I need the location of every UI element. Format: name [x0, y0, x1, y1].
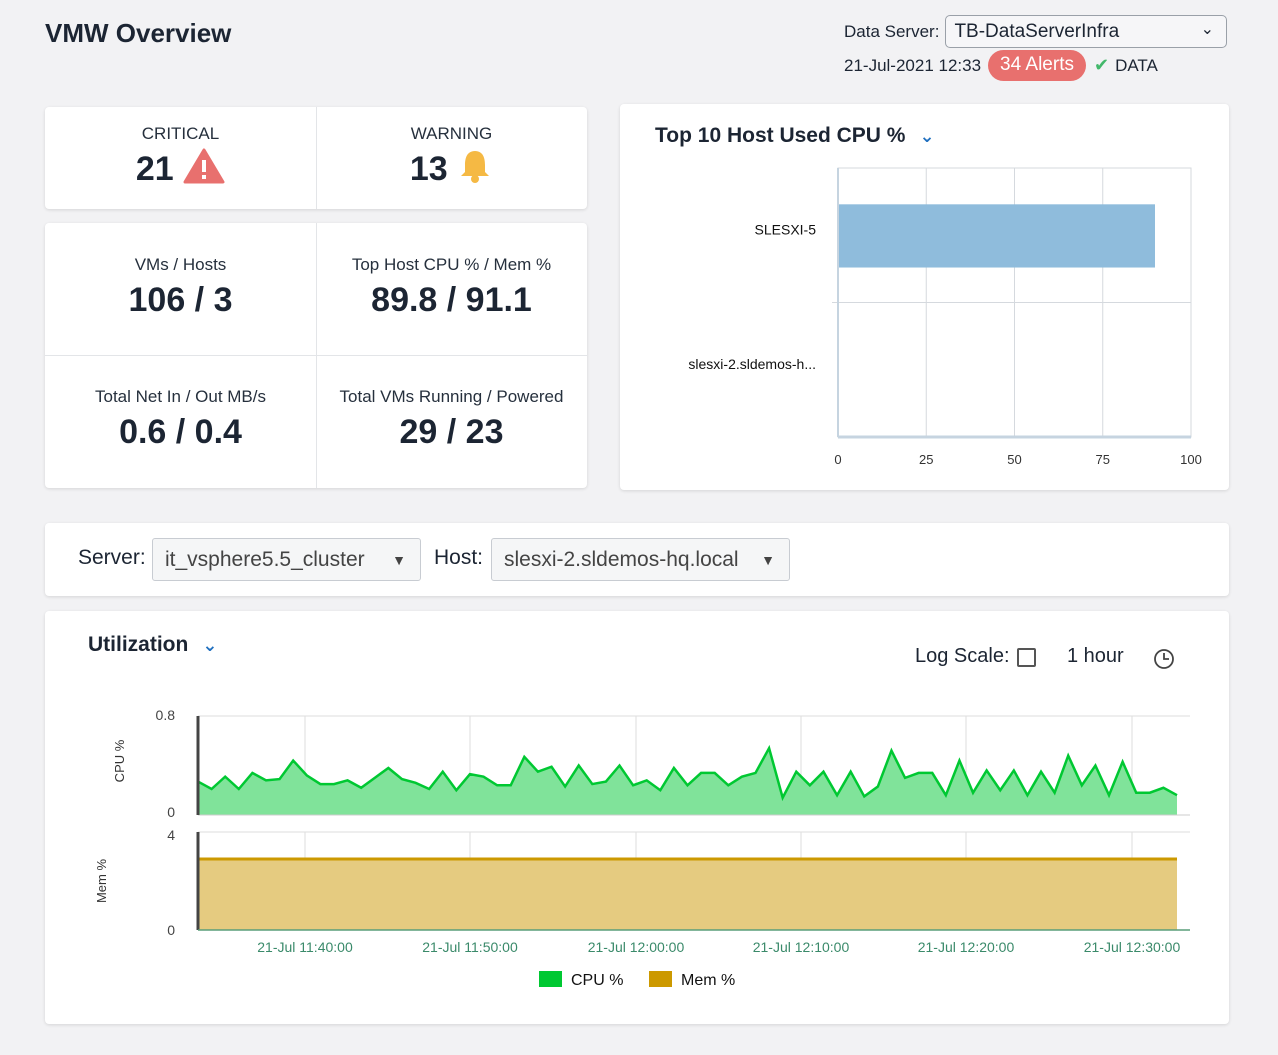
cpu-area: [198, 748, 1177, 815]
x-tick-label: 50: [1007, 452, 1021, 467]
data-server-row: Data Server: TB-DataServerInfra ⌄: [844, 15, 1227, 48]
critical-count: 21: [135, 150, 174, 188]
kpi-value: 106 / 3: [128, 281, 233, 319]
host-value: slesxi-2.sldemos-hq.local: [504, 548, 739, 571]
log-scale-checkbox[interactable]: [1017, 648, 1036, 667]
top-cpu-title-row[interactable]: Top 10 Host Used CPU % ⌄: [655, 124, 935, 148]
critical-label: CRITICAL: [141, 124, 220, 143]
y-axis-label: CPU %: [112, 739, 127, 782]
utilization-card: Utilization ⌄ Log Scale: 1 hour 0.8 0 CPU %…: [45, 611, 1229, 1024]
kpi-label: Total VMs Running / Powered: [339, 387, 564, 406]
clock-icon[interactable]: [1153, 648, 1175, 670]
top-cpu-bar-chart: 0 25 50 75 100 SLESXI-5 slesxi-2.sldemos-h...: [688, 167, 1202, 467]
data-status: DATA: [1115, 55, 1158, 75]
kpi-label: VMs / Hosts: [134, 255, 227, 274]
data-server-select[interactable]: TB-DataServerInfra ⌄: [945, 15, 1227, 48]
top-cpu-title: Top 10 Host Used CPU %: [655, 124, 906, 147]
kpi-vms-running-powered: Total VMs Running / Powered 29 / 23: [316, 387, 587, 452]
caret-down-icon: ▼: [392, 552, 406, 568]
time-range[interactable]: 1 hour: [1067, 645, 1124, 667]
category-label: SLESXI-5: [755, 221, 817, 237]
bar: [838, 204, 1155, 268]
warning-count: 13: [409, 150, 448, 188]
status-card: CRITICAL 21 WARNING 13: [45, 107, 587, 209]
y-tick-label: 0.8: [156, 707, 176, 723]
kpi-value: 29 / 23: [399, 413, 504, 451]
check-icon: ✔: [1093, 55, 1110, 75]
kpi-card: VMs / Hosts 106 / 3 Top Host CPU % / Mem …: [45, 223, 587, 488]
warning-triangle-icon: [183, 148, 225, 184]
x-tick-label: 21-Jul 12:20:00: [918, 939, 1015, 955]
caret-down-icon: ▼: [761, 552, 775, 568]
x-tick-label: 21-Jul 12:00:00: [588, 939, 685, 955]
server-value: it_vsphere5.5_cluster: [165, 548, 365, 571]
chevron-down-icon: ⌄: [202, 635, 218, 655]
category-label: slesxi-2.sldemos-h...: [688, 356, 816, 372]
bell-icon: [461, 151, 490, 183]
x-tick-label: 21-Jul 12:30:00: [1084, 939, 1181, 955]
kpi-vms-hosts: VMs / Hosts 106 / 3: [45, 255, 316, 320]
timestamp: 21-Jul-2021 12:33: [844, 55, 982, 75]
utilization-chart: 0.8 0 CPU % 4 0 Mem % 21-Jul 11:40:00 21-Jul 11…: [94, 707, 1190, 989]
x-tick-label: 21-Jul 12:10:00: [753, 939, 850, 955]
critical-cell[interactable]: CRITICAL 21: [45, 124, 316, 189]
y-tick-label: 0: [167, 922, 175, 938]
warning-cell[interactable]: WARNING 13: [316, 124, 587, 189]
header-controls: Data Server: TB-DataServerInfra ⌄ 21-Jul-…: [844, 15, 1227, 81]
page-title: VMW Overview: [45, 18, 232, 48]
top-cpu-card: Top 10 Host Used CPU % ⌄ 0 25 50 75 100 SLESXI…: [620, 104, 1229, 490]
utilization-title: Utilization: [88, 633, 189, 656]
cpu-line: [197, 744, 1178, 802]
y-tick-label: 0: [167, 804, 175, 820]
kpi-value: 0.6 / 0.4: [119, 413, 242, 451]
server-label: Server:: [78, 546, 146, 569]
legend-label: CPU %: [571, 972, 623, 989]
x-tick-label: 21-Jul 11:40:00: [257, 939, 353, 955]
mem-area: [198, 858, 1177, 930]
x-tick-label: 25: [919, 452, 933, 467]
chevron-down-icon: ⌄: [1200, 21, 1214, 38]
status-row: 21-Jul-2021 12:33 34 Alerts ✔ DATA: [844, 50, 1227, 81]
kpi-top-host-cpu-mem: Top Host CPU % / Mem % 89.8 / 91.1: [316, 255, 587, 320]
log-scale-label: Log Scale:: [915, 645, 1010, 667]
kpi-label: Total Net In / Out MB/s: [94, 387, 266, 406]
host-select[interactable]: slesxi-2.sldemos-hq.local ▼: [491, 538, 790, 581]
legend-label: Mem %: [681, 972, 735, 989]
x-tick-label: 0: [834, 452, 841, 467]
alerts-badge[interactable]: 34 Alerts: [988, 50, 1086, 81]
kpi-label: Top Host CPU % / Mem %: [351, 255, 552, 274]
warning-label: WARNING: [410, 124, 493, 143]
y-tick-label: 4: [167, 827, 175, 843]
y-axis-label: Mem %: [94, 859, 109, 904]
kpi-net-in-out: Total Net In / Out MB/s 0.6 / 0.4: [45, 387, 316, 452]
kpi-value: 89.8 / 91.1: [371, 281, 532, 319]
data-server-label: Data Server:: [844, 21, 940, 41]
x-tick-label: 100: [1180, 452, 1202, 467]
server-select[interactable]: it_vsphere5.5_cluster ▼: [152, 538, 421, 581]
utilization-title-row[interactable]: Utilization ⌄: [88, 633, 217, 657]
chevron-down-icon: ⌄: [919, 126, 935, 146]
x-tick-label: 21-Jul 11:50:00: [422, 939, 518, 955]
x-tick-label: 75: [1096, 452, 1110, 467]
legend-swatch: [539, 971, 562, 987]
data-server-value: TB-DataServerInfra: [954, 21, 1120, 42]
host-label: Host:: [434, 546, 484, 569]
filter-card: Server: it_vsphere5.5_cluster ▼ Host: sle…: [45, 523, 1229, 596]
legend-swatch: [649, 971, 672, 987]
